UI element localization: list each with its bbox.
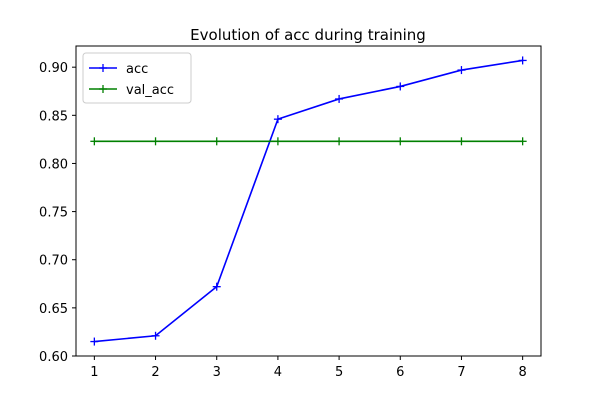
x-tick-label: 3 xyxy=(213,365,221,380)
x-tick-label: 5 xyxy=(335,365,343,380)
y-tick-label: 0.80 xyxy=(39,157,68,172)
data-point xyxy=(518,56,527,65)
legend-entry: acc xyxy=(89,62,148,77)
plot-area xyxy=(75,45,542,357)
series-line xyxy=(94,59,523,343)
data-point xyxy=(396,82,405,91)
x-axis: 1 2 3 4 5 6 7 8 xyxy=(90,356,527,380)
data-point xyxy=(151,137,160,146)
series-layer xyxy=(90,56,527,346)
data-point xyxy=(335,137,344,146)
x-tick-label: 7 xyxy=(457,365,465,380)
legend-box xyxy=(82,52,192,104)
y-axis: 0.60 0.65 0.70 0.75 0.80 0.85 0.90 xyxy=(39,61,76,365)
y-tick-label: 0.60 xyxy=(39,350,68,365)
x-tick-label: 2 xyxy=(151,365,159,380)
data-point xyxy=(335,94,344,103)
x-tick-label: 1 xyxy=(90,365,98,380)
legend-label: acc xyxy=(126,62,148,77)
data-point xyxy=(518,137,527,146)
legend-entry: val_acc xyxy=(89,83,174,98)
data-point xyxy=(212,282,221,291)
y-tick-label: 0.85 xyxy=(39,109,68,124)
series-acc xyxy=(90,56,527,346)
series-val-acc xyxy=(90,137,527,146)
legend-label: val_acc xyxy=(126,83,174,98)
data-point xyxy=(90,137,99,146)
chart-title: Evolution of acc during training xyxy=(190,26,426,44)
y-tick-label: 0.90 xyxy=(39,61,68,76)
data-point xyxy=(273,115,282,124)
y-tick-label: 0.75 xyxy=(39,206,68,221)
data-point xyxy=(457,66,466,75)
data-point xyxy=(212,137,221,146)
data-point xyxy=(273,137,282,146)
x-tick-label: 6 xyxy=(396,365,404,380)
data-point xyxy=(90,337,99,346)
x-tick-label: 4 xyxy=(274,365,282,380)
data-point xyxy=(457,137,466,146)
data-point xyxy=(151,331,160,340)
x-tick-label: 8 xyxy=(519,365,527,380)
legend: acc val_acc xyxy=(82,52,192,104)
plot-frame xyxy=(75,45,542,357)
y-tick-label: 0.65 xyxy=(39,302,68,317)
y-tick-label: 0.70 xyxy=(39,254,68,269)
data-point xyxy=(396,137,405,146)
